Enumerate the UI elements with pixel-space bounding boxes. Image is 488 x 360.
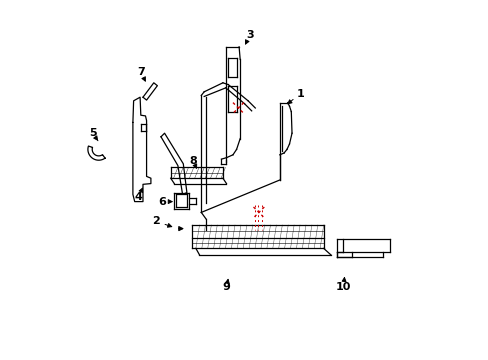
Text: 10: 10 (335, 282, 350, 292)
Text: 6: 6 (158, 197, 165, 207)
Text: 2: 2 (152, 216, 160, 226)
Text: 9: 9 (222, 282, 230, 292)
Text: 7: 7 (137, 67, 144, 77)
Text: 1: 1 (296, 89, 304, 99)
Text: 4: 4 (134, 192, 142, 202)
Text: 5: 5 (89, 128, 96, 138)
Text: 3: 3 (245, 30, 253, 40)
Text: 8: 8 (189, 156, 197, 166)
